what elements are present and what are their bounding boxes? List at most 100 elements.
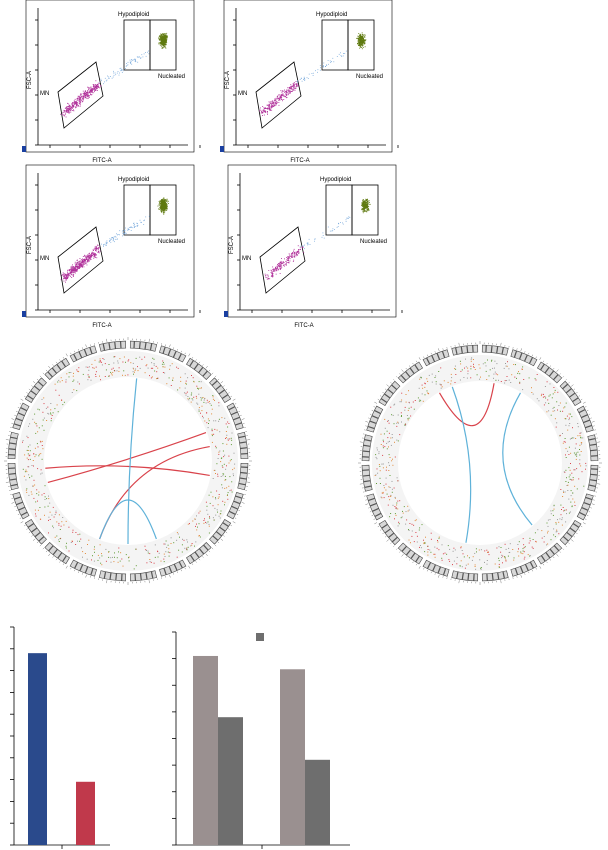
variant-point [565,424,567,426]
nucleated-event [166,36,168,38]
variant-point [184,387,186,389]
nucleated-event [361,205,363,206]
mn-event [263,111,265,113]
variant-point [553,508,555,510]
transition-event [116,72,118,74]
mn-event [276,96,278,98]
variant-point [157,377,159,379]
variant-point [146,364,148,366]
mn-event [262,106,264,107]
chromosome-band [364,485,372,489]
variant-point [498,379,499,381]
variant-point [375,474,377,476]
scale-tick [584,518,587,520]
scale-tick [26,392,28,394]
nucleated-event [163,208,165,210]
variant-point [77,370,79,372]
variant-point [570,501,572,503]
mn-event [98,252,100,254]
mn-event [76,269,78,270]
variant-point [211,435,213,437]
variant-point [199,536,201,538]
variant-point [465,366,467,368]
variant-point [424,386,426,388]
scale-tick [576,532,578,534]
variant-point [376,468,378,470]
variant-point [440,384,442,386]
chromosome-band [84,566,89,574]
variant-point [485,365,487,367]
transition-event [304,244,305,246]
variant-point [467,367,469,369]
nucleated-event [163,203,164,205]
mn-event [79,267,81,269]
variant-point [580,437,582,439]
variant-point [198,381,200,383]
variant-point [116,370,118,372]
mn-event [79,104,81,105]
mn-event [286,97,288,98]
transition-event [139,219,141,221]
chromosome-band [367,425,375,430]
mn-event [277,264,278,265]
variant-point [480,567,482,569]
nucleated-event [363,201,365,202]
nucleated-event [162,211,164,213]
variant-point [149,553,151,555]
variant-point [218,515,220,517]
variant-point [393,423,395,425]
variant-point [50,420,52,422]
variant-point [133,373,134,375]
variant-point [118,367,120,369]
scale-tick [553,367,555,370]
nucleated-event [160,44,162,46]
chromosome-band [367,497,375,502]
mn-event [92,90,93,92]
variant-point [580,432,582,434]
variant-point [484,550,486,552]
scale-tick [377,398,380,401]
variant-point [41,440,43,442]
transition-event [104,77,106,79]
scale-tick [177,349,179,351]
chromosome-band [553,545,560,552]
chromosome-band [8,448,16,451]
variant-point [68,526,70,528]
transition-event [314,240,315,242]
mn-event [94,257,96,258]
mn-event [89,257,91,258]
chromosome-ideogram [69,345,97,363]
variant-point [26,435,28,437]
nucleated-event [360,33,362,35]
variant-point [572,477,574,479]
mn-event [90,86,92,88]
variant-point [428,393,430,395]
chromosome-band [231,505,239,510]
mn-event [287,93,289,95]
mn-event [278,99,280,101]
variant-point [218,453,220,455]
variant-point [513,557,515,559]
nucleated-event [362,43,364,45]
mn-event [268,103,270,105]
scale-tick [205,553,208,557]
variant-point [205,501,207,503]
mn-event [63,115,65,117]
nucleated-event [363,206,365,208]
mn-event [76,98,78,100]
nucleated-event [364,207,366,209]
mn-event [287,259,289,261]
scale-tick [220,381,224,384]
variant-point [382,491,384,493]
mn-event [77,266,79,268]
nucleated-event [163,42,165,43]
mn-event [80,94,81,96]
nucleated-event [361,32,363,34]
scale-tick [586,409,589,412]
variant-point [493,377,494,379]
mn-event [85,91,87,93]
chromosome-band [48,545,54,552]
mn-event [79,264,81,265]
variant-point [32,418,34,420]
variant-point [468,557,470,559]
